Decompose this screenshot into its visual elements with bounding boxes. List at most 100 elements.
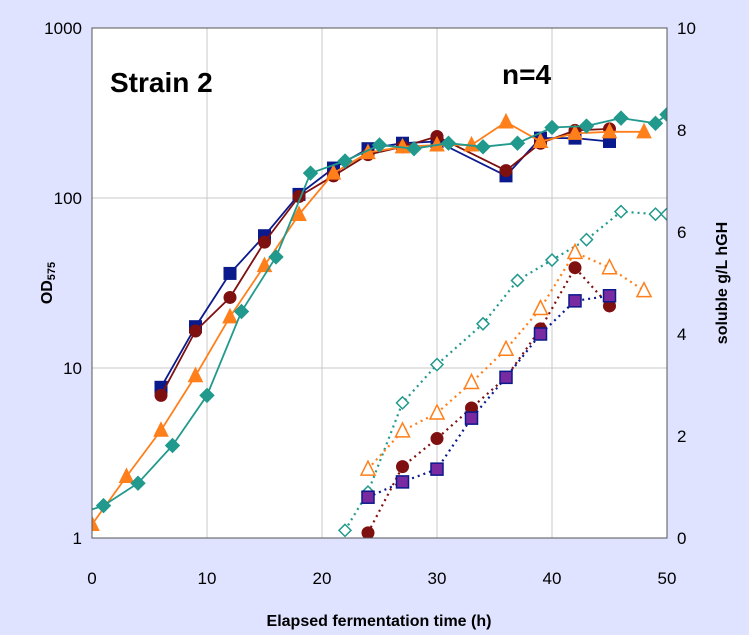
y-right-tick-label: 10 — [677, 19, 696, 38]
data-point-square — [430, 462, 444, 476]
data-point-diamond-open — [648, 207, 663, 222]
data-point-circle — [258, 235, 271, 249]
x-tick-label: 30 — [428, 569, 447, 588]
data-point-diamond-open — [659, 207, 667, 222]
x-tick-labels: 0 10 20 30 40 50 — [87, 569, 676, 588]
y-right-tick-label: 2 — [677, 427, 686, 446]
y-right-tick-label: 0 — [677, 529, 686, 548]
y-left-tick-label: 10 — [63, 359, 82, 378]
data-point-diamond — [475, 139, 491, 155]
data-point-diamond — [647, 115, 664, 132]
x-tick-label: 40 — [543, 569, 562, 588]
data-point-circle — [223, 290, 237, 304]
data-point-square — [361, 490, 375, 504]
x-axis-title: Elapsed fermentation time (h) — [267, 613, 492, 630]
y-left-axis-title-main: OD — [39, 280, 56, 304]
data-point-square — [223, 266, 237, 280]
data-point-triangle — [567, 124, 583, 140]
data-point-diamond-open — [510, 273, 525, 288]
data-point-diamond-open — [579, 232, 594, 247]
data-point-triangle — [394, 137, 411, 154]
data-point-triangle — [187, 366, 204, 383]
data-point-diamond-open — [337, 523, 353, 538]
x-tick-label: 50 — [658, 569, 677, 588]
data-point-diamond — [95, 497, 112, 514]
y-left-tick-label: 1 — [73, 529, 82, 548]
x-tick-label: 20 — [313, 569, 332, 588]
data-point-square — [395, 475, 410, 489]
data-point-triangle — [636, 122, 652, 139]
data-point-diamond — [509, 135, 526, 151]
data-point-circle — [568, 261, 582, 275]
x-tick-label: 0 — [87, 569, 96, 588]
data-point-diamond — [371, 137, 388, 153]
x-tick-label: 10 — [198, 569, 217, 588]
data-point-diamond — [337, 153, 353, 169]
y-right-tick-label: 8 — [677, 121, 686, 140]
data-point-diamond — [578, 118, 595, 134]
data-point-triangle — [118, 467, 135, 484]
data-point-diamond-open — [475, 316, 491, 331]
data-point-triangle-open — [394, 421, 411, 438]
data-point-triangle-open — [601, 258, 618, 275]
y-left-tick-labels: 1 10 100 1000 — [44, 19, 82, 548]
data-point-triangle — [291, 205, 307, 221]
series-left-7 — [92, 106, 667, 514]
series-line — [344, 210, 667, 531]
data-point-diamond-open — [613, 204, 629, 219]
y-right-tick-label: 4 — [677, 325, 686, 344]
plot-area — [92, 28, 667, 538]
data-point-diamond — [199, 387, 215, 404]
data-point-diamond-open — [395, 395, 410, 410]
data-point-triangle-open — [532, 298, 549, 316]
data-point-square — [602, 289, 617, 303]
data-point-circle — [189, 324, 202, 338]
series-right-1 — [359, 242, 653, 476]
data-point-diamond — [613, 110, 629, 126]
data-point-triangle — [153, 421, 169, 437]
data-point-diamond — [233, 303, 250, 320]
data-point-triangle — [92, 515, 100, 532]
data-point-diamond-open — [544, 252, 560, 268]
data-point-diamond — [302, 165, 319, 181]
data-point-triangle — [222, 307, 238, 324]
data-point-diamond — [406, 140, 422, 157]
series-right-3 — [361, 289, 617, 504]
y-left-axis-title: OD575 — [39, 262, 58, 304]
data-point-square — [533, 327, 548, 341]
data-point-diamond — [130, 475, 146, 491]
data-point-diamond — [268, 249, 284, 265]
data-point-circle — [430, 432, 444, 446]
strain-annotation: Strain 2 — [110, 67, 213, 98]
data-point-triangle-open — [566, 242, 584, 260]
data-point-square — [568, 294, 582, 308]
data-point-triangle-open — [428, 403, 446, 420]
y-left-tick-label: 1000 — [44, 19, 82, 38]
data-point-square — [499, 370, 513, 385]
y-left-axis-title-sub: 575 — [46, 262, 58, 280]
data-point-triangle — [601, 122, 618, 139]
data-point-triangle — [498, 112, 514, 129]
data-point-triangle — [325, 164, 342, 180]
data-point-triangle-open — [497, 339, 515, 357]
series-left-6 — [92, 112, 652, 532]
data-point-circle — [499, 164, 513, 178]
data-point-circle — [154, 388, 168, 402]
y-left-tick-label: 100 — [54, 189, 82, 208]
data-point-triangle-open — [359, 459, 377, 476]
series-layer — [92, 106, 667, 538]
plot-frame — [91, 27, 668, 539]
data-point-diamond — [440, 135, 457, 151]
data-point-diamond — [164, 437, 181, 454]
data-point-square — [464, 411, 479, 425]
data-point-diamond — [659, 106, 667, 123]
y-right-tick-label: 6 — [677, 223, 686, 242]
data-point-triangle-open — [463, 372, 480, 390]
data-point-triangle — [463, 135, 480, 152]
y-right-tick-labels: 0 2 4 6 8 10 — [677, 19, 696, 548]
y-right-axis-title: soluble g/L hGH — [714, 222, 731, 344]
data-point-circle — [396, 460, 409, 474]
data-point-diamond — [544, 119, 560, 136]
data-point-triangle — [532, 132, 549, 148]
